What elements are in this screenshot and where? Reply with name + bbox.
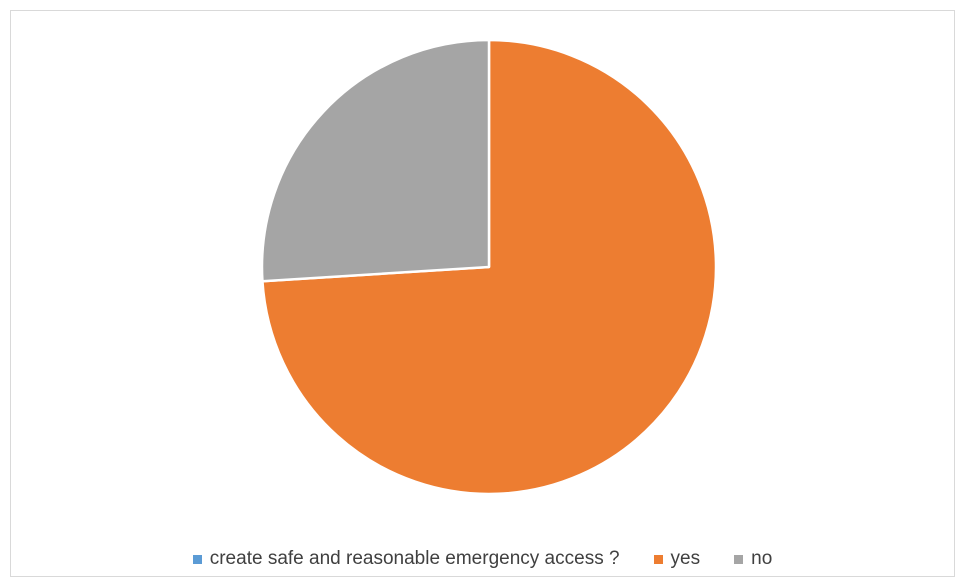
legend-label: create safe and reasonable emergency acc… <box>209 548 620 569</box>
legend-swatch <box>192 554 202 564</box>
legend: create safe and reasonable emergency acc… <box>11 547 954 571</box>
legend-swatch <box>734 554 744 564</box>
legend-item: no <box>734 548 772 570</box>
chart-area: create safe and reasonable emergency acc… <box>10 10 955 577</box>
pie-slice-no <box>260 38 491 283</box>
legend-label: no <box>751 548 773 569</box>
legend-item: yes <box>653 548 701 570</box>
legend-swatch <box>653 554 663 564</box>
legend-item: create safe and reasonable emergency acc… <box>192 548 620 570</box>
legend-label: yes <box>670 548 701 569</box>
pie-chart <box>260 38 718 496</box>
